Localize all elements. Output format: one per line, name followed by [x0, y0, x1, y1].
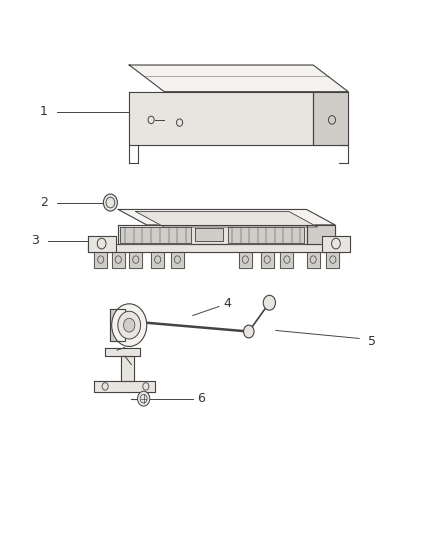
- Circle shape: [103, 194, 117, 211]
- Polygon shape: [121, 356, 134, 381]
- Polygon shape: [195, 228, 223, 241]
- Polygon shape: [307, 225, 335, 244]
- Circle shape: [244, 326, 253, 337]
- Polygon shape: [112, 252, 125, 268]
- Circle shape: [112, 304, 147, 346]
- Circle shape: [118, 311, 141, 339]
- Polygon shape: [261, 252, 274, 268]
- Polygon shape: [322, 236, 350, 252]
- Polygon shape: [110, 309, 125, 341]
- Polygon shape: [120, 227, 191, 243]
- Polygon shape: [136, 212, 318, 227]
- Text: 4: 4: [224, 297, 232, 310]
- Polygon shape: [228, 227, 304, 243]
- Polygon shape: [105, 348, 140, 356]
- Polygon shape: [88, 236, 116, 252]
- Polygon shape: [118, 209, 335, 225]
- Polygon shape: [280, 252, 293, 268]
- Text: 2: 2: [40, 196, 48, 209]
- Polygon shape: [307, 252, 320, 268]
- Circle shape: [124, 318, 135, 332]
- Circle shape: [244, 325, 254, 338]
- Polygon shape: [129, 65, 348, 92]
- Polygon shape: [326, 252, 339, 268]
- Circle shape: [263, 295, 276, 310]
- Text: 3: 3: [31, 235, 39, 247]
- Text: 1: 1: [40, 106, 48, 118]
- Polygon shape: [239, 252, 252, 268]
- Polygon shape: [94, 381, 155, 392]
- Polygon shape: [129, 92, 313, 145]
- Polygon shape: [129, 252, 142, 268]
- Polygon shape: [313, 92, 348, 145]
- Polygon shape: [118, 225, 307, 244]
- Text: 6: 6: [198, 392, 205, 405]
- Circle shape: [138, 391, 150, 406]
- Text: 5: 5: [368, 335, 376, 348]
- Polygon shape: [151, 252, 164, 268]
- Polygon shape: [88, 244, 342, 252]
- Polygon shape: [94, 252, 107, 268]
- Polygon shape: [171, 252, 184, 268]
